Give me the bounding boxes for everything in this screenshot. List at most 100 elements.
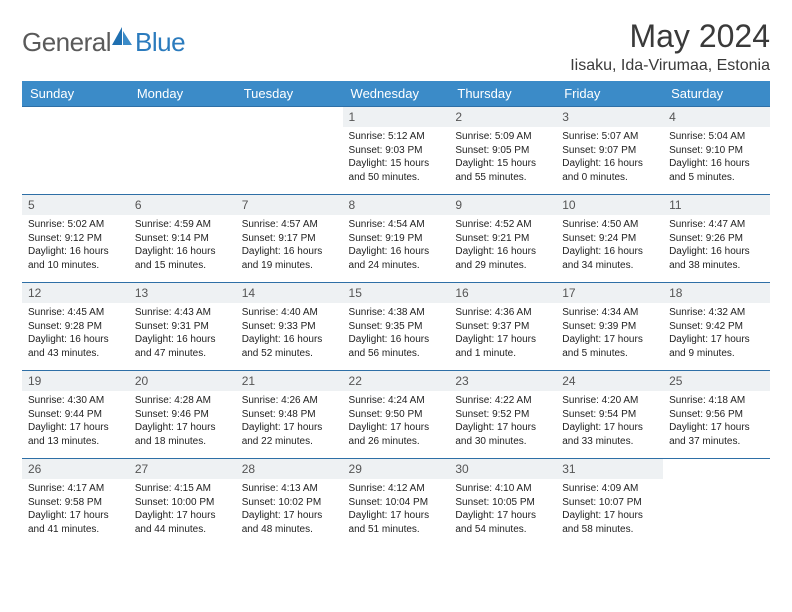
daylight-line: Daylight: 16 hours and 24 minutes. [349,245,444,272]
day-number: 6 [129,195,236,215]
calendar-week-row: 5Sunrise: 5:02 AMSunset: 9:12 PMDaylight… [22,195,770,283]
sunset-line: Sunset: 9:03 PM [349,144,444,158]
sunset-line: Sunset: 9:31 PM [135,320,230,334]
day-content: Sunrise: 4:13 AMSunset: 10:02 PMDaylight… [236,479,343,540]
calendar-cell: 26Sunrise: 4:17 AMSunset: 9:58 PMDayligh… [22,459,129,547]
calendar-cell: 8Sunrise: 4:54 AMSunset: 9:19 PMDaylight… [343,195,450,283]
calendar-cell: 16Sunrise: 4:36 AMSunset: 9:37 PMDayligh… [449,283,556,371]
day-number: 15 [343,283,450,303]
day-header-row: SundayMondayTuesdayWednesdayThursdayFrid… [22,81,770,107]
day-content: Sunrise: 5:07 AMSunset: 9:07 PMDaylight:… [556,127,663,188]
day-number: 5 [22,195,129,215]
calendar-cell: 19Sunrise: 4:30 AMSunset: 9:44 PMDayligh… [22,371,129,459]
sunset-line: Sunset: 9:54 PM [562,408,657,422]
day-content: Sunrise: 4:43 AMSunset: 9:31 PMDaylight:… [129,303,236,364]
calendar-cell: 2Sunrise: 5:09 AMSunset: 9:05 PMDaylight… [449,107,556,195]
calendar-cell: 10Sunrise: 4:50 AMSunset: 9:24 PMDayligh… [556,195,663,283]
day-number: 29 [343,459,450,479]
day-number: 12 [22,283,129,303]
calendar-cell: 18Sunrise: 4:32 AMSunset: 9:42 PMDayligh… [663,283,770,371]
day-number: 4 [663,107,770,127]
day-number: 1 [343,107,450,127]
sunrise-line: Sunrise: 4:12 AM [349,482,444,496]
sunrise-line: Sunrise: 5:09 AM [455,130,550,144]
sunrise-line: Sunrise: 4:17 AM [28,482,123,496]
sunset-line: Sunset: 9:33 PM [242,320,337,334]
day-number: 14 [236,283,343,303]
sunset-line: Sunset: 9:50 PM [349,408,444,422]
day-number: 28 [236,459,343,479]
daylight-line: Daylight: 16 hours and 0 minutes. [562,157,657,184]
calendar-cell: 12Sunrise: 4:45 AMSunset: 9:28 PMDayligh… [22,283,129,371]
sunrise-line: Sunrise: 4:38 AM [349,306,444,320]
daylight-line: Daylight: 17 hours and 13 minutes. [28,421,123,448]
day-number: 2 [449,107,556,127]
calendar-cell: 9Sunrise: 4:52 AMSunset: 9:21 PMDaylight… [449,195,556,283]
calendar-cell: 31Sunrise: 4:09 AMSunset: 10:07 PMDaylig… [556,459,663,547]
sunset-line: Sunset: 9:52 PM [455,408,550,422]
sunset-line: Sunset: 9:24 PM [562,232,657,246]
sunrise-line: Sunrise: 5:12 AM [349,130,444,144]
logo-text-blue: Blue [135,27,185,58]
day-number: 8 [343,195,450,215]
sunset-line: Sunset: 9:12 PM [28,232,123,246]
sunrise-line: Sunrise: 4:20 AM [562,394,657,408]
calendar-cell: 27Sunrise: 4:15 AMSunset: 10:00 PMDaylig… [129,459,236,547]
daylight-line: Daylight: 16 hours and 34 minutes. [562,245,657,272]
calendar-table: SundayMondayTuesdayWednesdayThursdayFrid… [22,81,770,547]
day-content: Sunrise: 5:12 AMSunset: 9:03 PMDaylight:… [343,127,450,188]
day-number: 9 [449,195,556,215]
day-content: Sunrise: 4:17 AMSunset: 9:58 PMDaylight:… [22,479,129,540]
daylight-line: Daylight: 16 hours and 19 minutes. [242,245,337,272]
logo-sail-icon [111,26,133,51]
day-header: Saturday [663,81,770,107]
month-title: May 2024 [570,18,770,55]
day-content: Sunrise: 4:24 AMSunset: 9:50 PMDaylight:… [343,391,450,452]
day-content: Sunrise: 4:30 AMSunset: 9:44 PMDaylight:… [22,391,129,452]
calendar-cell: 28Sunrise: 4:13 AMSunset: 10:02 PMDaylig… [236,459,343,547]
day-content: Sunrise: 4:52 AMSunset: 9:21 PMDaylight:… [449,215,556,276]
day-content: Sunrise: 4:20 AMSunset: 9:54 PMDaylight:… [556,391,663,452]
logo-text-general: General [22,27,111,58]
sunrise-line: Sunrise: 4:52 AM [455,218,550,232]
sunrise-line: Sunrise: 4:26 AM [242,394,337,408]
day-content: Sunrise: 4:54 AMSunset: 9:19 PMDaylight:… [343,215,450,276]
sunrise-line: Sunrise: 4:34 AM [562,306,657,320]
calendar-week-row: 26Sunrise: 4:17 AMSunset: 9:58 PMDayligh… [22,459,770,547]
logo: General Blue [22,18,185,59]
sunset-line: Sunset: 10:04 PM [349,496,444,510]
day-number: 3 [556,107,663,127]
day-content: Sunrise: 4:18 AMSunset: 9:56 PMDaylight:… [663,391,770,452]
daylight-line: Daylight: 17 hours and 30 minutes. [455,421,550,448]
calendar-cell: 23Sunrise: 4:22 AMSunset: 9:52 PMDayligh… [449,371,556,459]
daylight-line: Daylight: 16 hours and 10 minutes. [28,245,123,272]
sunset-line: Sunset: 9:37 PM [455,320,550,334]
sunrise-line: Sunrise: 4:43 AM [135,306,230,320]
sunset-line: Sunset: 9:35 PM [349,320,444,334]
calendar-cell: 3Sunrise: 5:07 AMSunset: 9:07 PMDaylight… [556,107,663,195]
day-content: Sunrise: 4:09 AMSunset: 10:07 PMDaylight… [556,479,663,540]
sunrise-line: Sunrise: 4:24 AM [349,394,444,408]
sunset-line: Sunset: 9:05 PM [455,144,550,158]
day-content: Sunrise: 4:38 AMSunset: 9:35 PMDaylight:… [343,303,450,364]
day-content: Sunrise: 4:59 AMSunset: 9:14 PMDaylight:… [129,215,236,276]
sunrise-line: Sunrise: 4:40 AM [242,306,337,320]
daylight-line: Daylight: 17 hours and 44 minutes. [135,509,230,536]
day-header: Friday [556,81,663,107]
day-content: Sunrise: 4:22 AMSunset: 9:52 PMDaylight:… [449,391,556,452]
day-content: Sunrise: 4:10 AMSunset: 10:05 PMDaylight… [449,479,556,540]
day-content: Sunrise: 5:09 AMSunset: 9:05 PMDaylight:… [449,127,556,188]
daylight-line: Daylight: 16 hours and 47 minutes. [135,333,230,360]
sunrise-line: Sunrise: 4:45 AM [28,306,123,320]
day-number: 19 [22,371,129,391]
daylight-line: Daylight: 17 hours and 22 minutes. [242,421,337,448]
calendar-cell: 6Sunrise: 4:59 AMSunset: 9:14 PMDaylight… [129,195,236,283]
sunrise-line: Sunrise: 4:47 AM [669,218,764,232]
day-content: Sunrise: 4:28 AMSunset: 9:46 PMDaylight:… [129,391,236,452]
day-content: Sunrise: 4:47 AMSunset: 9:26 PMDaylight:… [663,215,770,276]
day-header: Wednesday [343,81,450,107]
day-number: 23 [449,371,556,391]
sunset-line: Sunset: 9:21 PM [455,232,550,246]
sunset-line: Sunset: 9:14 PM [135,232,230,246]
calendar-cell: 29Sunrise: 4:12 AMSunset: 10:04 PMDaylig… [343,459,450,547]
